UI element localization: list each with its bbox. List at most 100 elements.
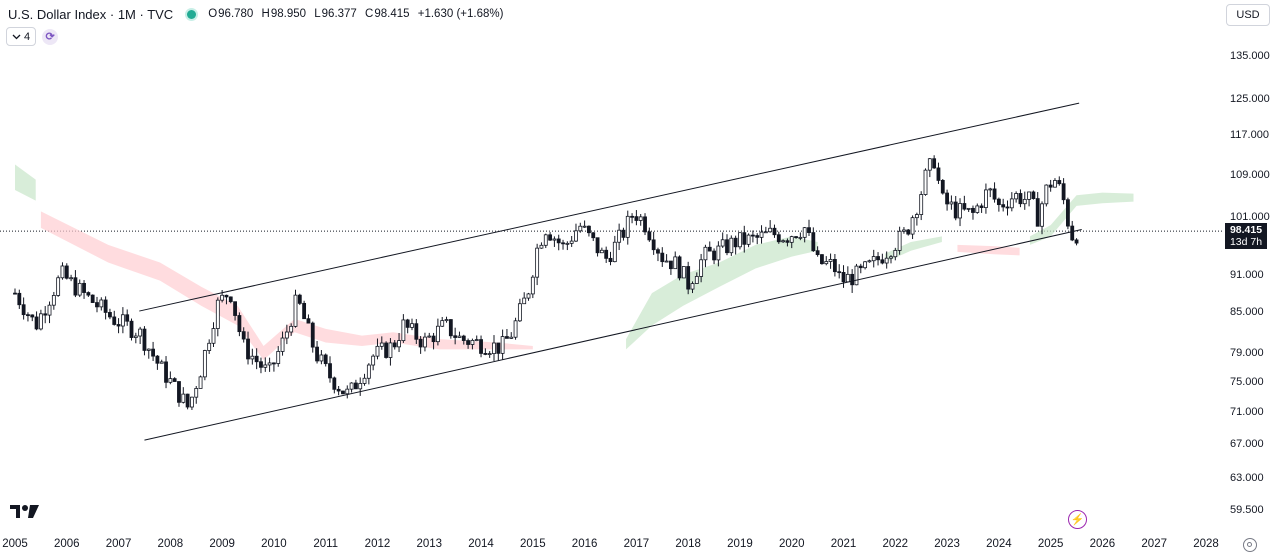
- candle-down: [155, 355, 160, 364]
- candle-up: [168, 378, 173, 383]
- time-tick-label: 2015: [520, 538, 546, 550]
- candle-down: [604, 249, 609, 259]
- candle-up: [798, 236, 803, 239]
- candle-down: [448, 319, 453, 337]
- candle-up: [910, 217, 915, 235]
- candle-up: [854, 265, 859, 286]
- time-tick-label: 2027: [1141, 538, 1167, 550]
- candle-down: [34, 316, 39, 330]
- candle-up: [919, 194, 924, 215]
- tradingview-logo-icon[interactable]: [10, 503, 40, 521]
- candle-down: [595, 237, 600, 254]
- high-key: H: [261, 8, 270, 20]
- candle-down: [936, 167, 941, 181]
- candle-down: [733, 237, 738, 248]
- time-tick-label: 2017: [623, 538, 650, 550]
- price-tick-label: 85.000: [1230, 306, 1264, 319]
- price-tick-label: 67.000: [1230, 438, 1264, 451]
- cloud-bullish-area: [626, 236, 818, 350]
- candle-down: [1048, 184, 1053, 188]
- sync-icon[interactable]: ⟳: [42, 28, 59, 45]
- candle-up: [513, 320, 518, 338]
- candle-down: [302, 302, 307, 320]
- candle-up: [133, 335, 138, 338]
- candle-down: [656, 249, 660, 254]
- candle-up: [47, 304, 52, 316]
- candle-up: [535, 247, 540, 278]
- time-tick-label: 2011: [313, 538, 339, 550]
- last-price-label: 98.415 13d 7h: [1225, 223, 1267, 249]
- candle-up: [215, 299, 220, 329]
- settings-gear-icon[interactable]: [1243, 538, 1257, 552]
- candle-down: [13, 292, 17, 295]
- candle-up: [845, 273, 850, 283]
- candle-up: [569, 240, 574, 244]
- candle-up: [401, 319, 406, 342]
- candle-up: [565, 242, 570, 245]
- candle-up: [474, 339, 479, 341]
- candle-down: [634, 216, 639, 221]
- currency-button[interactable]: USD: [1226, 4, 1270, 26]
- candle-up: [435, 325, 440, 343]
- candle-down: [306, 318, 311, 324]
- candle-down: [608, 257, 613, 263]
- indicators-toggle-button[interactable]: 4: [6, 27, 37, 46]
- candle-down: [1001, 204, 1006, 208]
- candle-down: [850, 273, 855, 286]
- ichimoku-cloud: [15, 164, 1134, 360]
- candle-up: [509, 336, 514, 339]
- candle-down: [996, 198, 1001, 206]
- price-tick-label: 75.000: [1230, 375, 1264, 388]
- candle-up: [220, 294, 225, 301]
- candle-down: [548, 234, 552, 241]
- candle-down: [1018, 193, 1023, 205]
- candle-down: [26, 314, 30, 317]
- candle-up: [349, 382, 354, 390]
- candle-down: [384, 342, 389, 358]
- candle-up: [582, 225, 587, 228]
- candle-down: [90, 294, 95, 303]
- candle-down: [1031, 191, 1036, 199]
- candle-up: [889, 256, 893, 259]
- candle-up: [289, 325, 294, 333]
- cloud-bullish-area: [15, 164, 36, 201]
- candle-down: [95, 302, 99, 308]
- low-key: L: [314, 8, 321, 20]
- candle-down: [272, 362, 276, 365]
- candle-up: [625, 215, 630, 238]
- change-value: +1.630 (+1.68%): [417, 8, 504, 20]
- candle-up: [487, 353, 492, 356]
- time-tick-label: 2021: [830, 538, 857, 550]
- candle-up: [699, 259, 704, 277]
- candle-up: [539, 244, 544, 249]
- candle-up: [267, 362, 272, 366]
- high-value: 98.950: [270, 8, 307, 20]
- candle-up: [681, 266, 686, 279]
- symbol-title[interactable]: U.S. Dollar Index · 1M · TVC: [8, 6, 174, 22]
- candle-up: [1027, 191, 1031, 200]
- candle-down: [259, 361, 263, 368]
- candle-up: [578, 225, 583, 232]
- candle-down: [772, 227, 777, 236]
- candle-up: [664, 260, 669, 263]
- candle-up: [694, 276, 699, 284]
- time-tick-label: 2013: [416, 538, 443, 550]
- candle-down: [341, 390, 345, 395]
- candle-down: [30, 314, 35, 318]
- candle-down: [414, 323, 419, 340]
- candle-down: [841, 272, 846, 283]
- candle-down: [725, 239, 729, 254]
- lightning-icon[interactable]: ⚡: [1068, 510, 1087, 529]
- open-value: 96.780: [218, 8, 254, 20]
- candle-down: [651, 239, 656, 251]
- candle-down: [431, 335, 436, 343]
- candle-up: [410, 323, 414, 328]
- candle-down: [820, 254, 824, 265]
- time-tick-label: 2012: [364, 538, 391, 550]
- candle-down: [660, 252, 665, 263]
- candle-up: [923, 169, 928, 195]
- candle-up: [897, 230, 902, 251]
- trend-channel[interactable]: [139, 102, 1082, 441]
- time-tick-label: 2006: [53, 538, 80, 550]
